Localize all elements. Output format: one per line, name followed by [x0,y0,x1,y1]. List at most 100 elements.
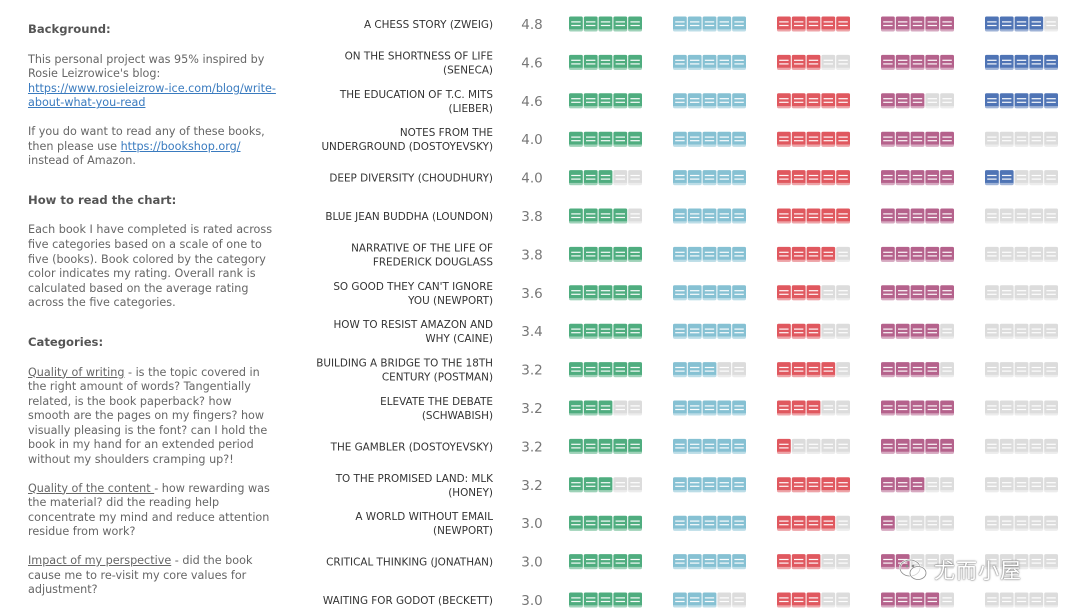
book-mark [999,592,1014,608]
book-mark [895,477,910,493]
category-rating-1 [569,477,642,493]
book-mark [940,131,954,147]
blog-link[interactable]: https://www.rosieleizrow-ice.com/blog/wr… [28,81,276,110]
book-mark [836,438,850,454]
category-rating-5 [985,323,1058,339]
book-mark [821,93,836,109]
book-mark [1044,400,1058,416]
book-mark [821,477,836,493]
book-mark [628,477,642,493]
category-rating-2 [673,554,746,570]
book-mark [613,400,628,416]
book-mark [791,323,806,339]
book-mark [673,400,687,416]
book-row: HOW TO RESIST AMAZON AND WHY (CAINE) 3.4 [333,319,1058,345]
book-mark [836,93,850,109]
book-mark [687,477,702,493]
category-rating-1 [569,246,642,262]
book-mark [836,362,850,378]
book-mark [598,592,613,608]
book-mark [821,285,836,301]
sidebar: Background: This personal project was 95… [28,22,276,612]
book-row: CRITICAL THINKING (JONATHAN) 3.0 [326,554,1058,571]
book-mark [910,515,925,531]
book-mark [895,438,910,454]
book-mark [925,362,940,378]
book-mark [940,592,954,608]
book-row: NOTES FROM THE UNDERGROUND (DOSTOYEVSKY) 4… [321,127,1058,153]
category-rating-5 [985,208,1058,224]
book-average-score: 4.6 [521,55,542,71]
book-title: SO GOOD THEY CAN'T IGNORE YOU (NEWPORT) [333,281,493,307]
category-rating-4 [881,131,954,147]
category-rating-2 [673,592,746,608]
book-mark [925,554,940,570]
book-title: BLUE JEAN BUDDHA (LOUNDON) [325,211,493,223]
book-mark [598,400,613,416]
book-mark [628,131,642,147]
book-mark [940,362,954,378]
book-mark [940,170,954,186]
book-mark [717,16,732,32]
book-mark [613,285,628,301]
book-mark [821,170,836,186]
book-mark [985,93,999,109]
background-paragraph-1: This personal project was 95% inspired b… [28,53,276,111]
category-rating-2 [673,515,746,531]
book-mark [1029,16,1044,32]
book-mark [881,16,895,32]
book-mark [569,16,583,32]
category-rating-2 [673,54,746,70]
book-mark [999,323,1014,339]
book-mark [925,54,940,70]
category-rating-2 [673,438,746,454]
book-mark [613,16,628,32]
book-mark [1014,438,1029,454]
bookshop-link[interactable]: https://bookshop.org/ [120,139,241,153]
background-text-2: If you do want to read any of these book… [28,124,265,153]
book-mark [999,362,1014,378]
category-perspective-name: Impact of my perspective [28,554,172,568]
book-mark [1029,438,1044,454]
book-mark [628,208,642,224]
book-mark [717,362,732,378]
book-row: SO GOOD THEY CAN'T IGNORE YOU (NEWPORT) 3.… [333,281,1058,307]
book-mark [717,554,732,570]
book-mark [836,285,850,301]
category-rating-5 [985,93,1058,109]
book-mark [1044,54,1058,70]
category-rating-5 [985,131,1058,147]
book-mark [628,54,642,70]
book-mark [881,323,895,339]
book-mark [1029,400,1044,416]
book-average-score: 3.2 [521,401,542,417]
book-mark [717,400,732,416]
book-mark [1014,362,1029,378]
book-mark [628,554,642,570]
book-mark [925,477,940,493]
book-mark [777,438,791,454]
book-row: TO THE PROMISED LAND: MLK (HONEY) 3.2 [335,473,1058,499]
book-average-score: 3.0 [521,593,542,609]
book-mark [702,362,717,378]
book-mark [940,477,954,493]
book-mark [1029,515,1044,531]
book-average-score: 3.4 [521,324,542,340]
book-title: THE EDUCATION OF T.C. MITS (LIEBER) [339,89,494,115]
book-mark [628,170,642,186]
book-mark [985,170,999,186]
book-mark [717,131,732,147]
book-mark [717,477,732,493]
category-rating-5 [985,592,1058,608]
book-mark [881,477,895,493]
book-mark [836,16,850,32]
book-mark [732,170,746,186]
category-rating-1 [569,93,642,109]
book-mark [702,515,717,531]
book-mark [1029,170,1044,186]
book-mark [985,285,999,301]
book-mark [806,438,821,454]
book-mark [628,438,642,454]
book-mark [999,16,1014,32]
category-rating-3 [777,170,850,186]
